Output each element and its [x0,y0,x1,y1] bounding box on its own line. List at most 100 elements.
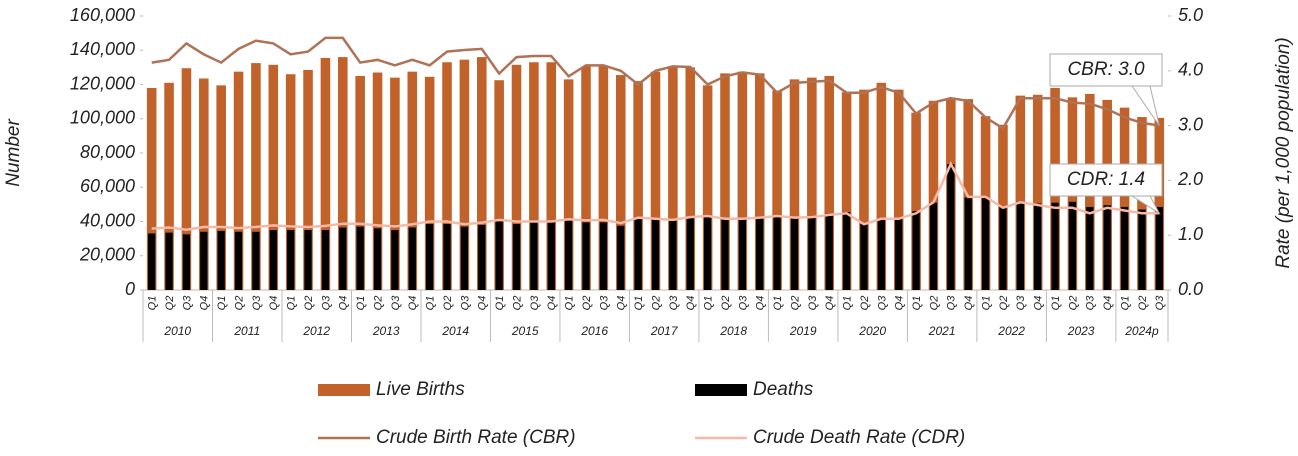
legend-swatch [318,384,370,396]
bar [1034,203,1042,290]
bar [233,71,244,290]
y-tick-label: 100,000 [70,108,135,128]
bar [842,212,851,290]
y2-axis-title: Rate (per 1,000 population) [1273,37,1294,268]
bar [929,202,938,290]
x-tick-label: Q2 [720,296,732,311]
bar [338,57,348,290]
bar [633,81,643,290]
bar [426,224,434,290]
bar [772,90,782,291]
bar [443,224,451,290]
bar [476,57,487,290]
x-tick-label: Q1 [842,296,854,311]
x-tick-label: Q1 [911,296,923,311]
bar [529,62,539,290]
bar [424,76,435,290]
year-label: 2024p [1124,324,1159,338]
x-tick-label: Q1 [425,296,437,311]
year-label: 2020 [858,324,886,338]
x-tick-label: Q3 [320,295,332,311]
callout-box [1049,53,1163,87]
bar [703,216,712,290]
x-tick-label: Q2 [650,296,662,311]
bar [547,222,555,290]
x-tick-label: Q4 [407,296,419,311]
x-tick-label: Q1 [703,296,715,311]
x-tick-label: Q3 [876,295,888,311]
x-tick-label: Q2 [511,296,523,311]
bar [287,230,295,290]
x-tick-label: Q2 [164,296,176,311]
x-tick-label: Q2 [1137,296,1149,311]
year-label: 2015 [511,324,539,338]
bar [651,218,660,290]
x-tick-label: Q4 [616,296,628,311]
bar [251,63,261,290]
bar [773,216,781,290]
y-tick-label: 20,000 [79,245,135,265]
bar [669,220,677,290]
x-tick-label: Q2 [233,296,245,311]
bar [789,79,800,290]
bar [860,224,868,290]
y2-tick-label: 1.0 [1178,224,1203,244]
bar [668,67,678,290]
x-tick-label: Q3 [251,295,263,311]
y2-tick-label: 3.0 [1178,114,1203,134]
bar [999,206,1007,290]
x-tick-label: Q4 [1102,296,1114,311]
x-tick-label: Q4 [963,296,975,311]
bar [737,71,748,290]
bar [720,73,730,291]
bar [876,82,887,290]
x-tick-label: Q3 [459,295,471,311]
x-tick-label: Q2 [789,296,801,311]
legend-label: Live Births [376,379,465,400]
bar [859,89,869,290]
y-tick-label: 40,000 [80,210,135,230]
bar [964,197,972,290]
year-label: 2021 [928,324,956,338]
bar [581,66,591,290]
bar [252,231,260,290]
bar [355,75,365,290]
bar [1154,117,1165,290]
bar [599,222,608,290]
bar [146,87,157,290]
callout-pointer [1131,85,1160,126]
year-label: 2010 [163,324,191,338]
bar [269,230,277,290]
bar [893,89,904,290]
y-tick-label: 120,000 [70,73,135,93]
bar [702,85,713,290]
bar [1137,117,1147,290]
bar [268,64,279,291]
bar [408,227,416,290]
x-tick-label: Q3 [1085,295,1097,311]
x-tick-label: Q3 [668,295,680,311]
x-tick-label: Q2 [372,296,384,311]
annotation: CDR: 1.4 [1067,169,1145,190]
x-tick-label: Q1 [147,296,159,311]
legend-swatch [695,384,747,396]
year-label: 2013 [372,324,400,338]
x-tick-label: Q1 [1119,296,1131,311]
bar [460,226,469,290]
bar [1068,201,1077,290]
bar [164,82,174,290]
bar [598,66,609,290]
y2-tick-label: 0.0 [1178,279,1203,299]
x-tick-label: Q1 [564,296,576,311]
bar [200,231,208,290]
x-tick-label: Q1 [355,296,367,311]
bar [390,77,400,291]
x-tick-label: Q4 [1033,296,1045,311]
x-tick-label: Q2 [998,296,1010,311]
bar [582,222,590,290]
bar [1103,205,1111,290]
x-tick-label: Q3 [807,295,819,311]
x-tick-label: Q4 [824,296,836,311]
bar [1119,107,1130,291]
